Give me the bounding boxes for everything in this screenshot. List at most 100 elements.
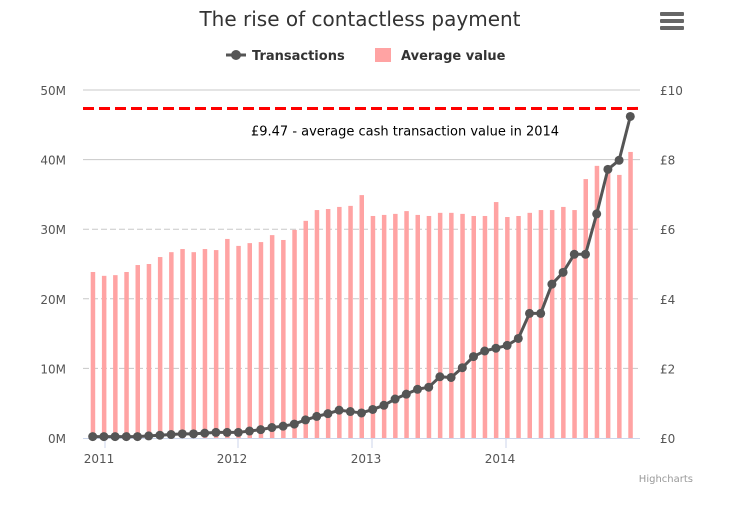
average-value-bar: [213, 250, 219, 438]
average-value-bar: [482, 215, 488, 438]
legend-item-average-value[interactable]: Average value: [375, 48, 506, 64]
average-value-bar: [471, 215, 476, 438]
transactions-point: [278, 421, 288, 431]
transactions-point: [211, 427, 221, 437]
average-value-bar: [348, 205, 353, 438]
left-axis-tick-label: 0M: [48, 432, 66, 446]
average-value-bar: [393, 213, 398, 438]
transactions-point: [558, 267, 568, 277]
average-value-bar: [337, 206, 342, 438]
transactions-point: [603, 164, 613, 174]
average-value-bar: [594, 165, 600, 438]
transactions-point: [592, 209, 602, 219]
average-value-bar: [527, 212, 532, 438]
transactions-point: [345, 407, 355, 417]
transactions-point: [379, 400, 389, 410]
transactions-point: [144, 431, 154, 441]
average-value-bar: [269, 235, 275, 438]
transactions-point: [166, 430, 176, 440]
transactions-point: [267, 423, 277, 433]
average-value-bar: [561, 206, 566, 438]
right-axis-tick-label: £10: [660, 84, 683, 98]
left-axis-tick-label: 40M: [40, 154, 66, 168]
right-axis-tick-label: £8: [660, 154, 675, 168]
legend: Transactions Average value: [226, 48, 506, 64]
transactions-point: [88, 432, 98, 442]
average-value-bar: [202, 249, 208, 438]
transactions-point: [245, 426, 254, 436]
average-value-bar: [572, 210, 577, 438]
average-value-bar: [303, 220, 308, 438]
average-value-bar: [359, 195, 364, 438]
average-value-bar: [169, 252, 174, 438]
average-value-bar: [549, 210, 555, 438]
plot-line: £9.47 - average cash transaction value i…: [83, 106, 640, 139]
transactions-point: [177, 429, 187, 439]
transactions-point: [469, 352, 478, 362]
average-value-bar: [426, 215, 432, 438]
credits-link[interactable]: Highcharts: [639, 474, 693, 485]
average-value-bar: [157, 257, 163, 438]
transactions-point: [99, 432, 109, 442]
legend-bar-symbol: [375, 48, 391, 62]
average-value-bar: [180, 249, 185, 438]
right-axis-tick-label: £2: [660, 362, 675, 376]
transactions-point: [513, 333, 523, 343]
transactions-point: [491, 343, 501, 353]
right-axis-labels: £0 £2 £4 £6 £8 £10: [660, 84, 683, 446]
average-value-bar: [258, 242, 264, 438]
average-value-bar: [437, 212, 443, 438]
transactions-point: [368, 404, 378, 414]
transactions-point: [301, 415, 310, 425]
legend-label-transactions: Transactions: [252, 49, 345, 64]
transactions-point: [312, 411, 322, 421]
x-axis-tick-label: 2014: [485, 452, 516, 466]
average-value-bar: [191, 252, 196, 438]
left-axis-tick-label: 30M: [40, 223, 66, 237]
average-value-bar: [505, 217, 510, 438]
transactions-point: [413, 384, 422, 394]
average-value-bar: [113, 275, 118, 438]
average-value-bar: [90, 272, 96, 438]
average-value-bar: [449, 212, 454, 438]
left-axis-tick-label: 50M: [40, 84, 66, 98]
average-value-bar: [225, 238, 230, 438]
transactions-point: [480, 346, 490, 356]
average-value-bar: [101, 275, 107, 438]
transactions-point: [289, 419, 299, 429]
average-value-bar: [617, 174, 622, 439]
transactions-series: [88, 111, 635, 442]
transactions-point: [323, 409, 333, 419]
right-axis-tick-label: £4: [660, 293, 675, 307]
transactions-point: [110, 432, 120, 442]
transactions-point: [569, 249, 579, 259]
x-axis-tick-label: 2011: [84, 452, 115, 466]
average-value-bar: [325, 209, 331, 438]
left-axis-tick-label: 20M: [40, 293, 66, 307]
chart-title: The rise of contactless payment: [198, 7, 520, 31]
average-value-bar: [460, 213, 465, 438]
transactions-point: [401, 389, 411, 399]
transactions-point: [457, 363, 467, 373]
average-value-bar: [370, 215, 376, 438]
x-axis-tick-label: 2012: [217, 452, 248, 466]
average-value-bar: [628, 151, 633, 438]
transactions-point: [614, 155, 624, 165]
left-axis-tick-label: 10M: [40, 362, 66, 376]
legend-label-average-value: Average value: [401, 49, 506, 64]
transactions-point: [121, 432, 131, 442]
average-value-bar: [404, 211, 409, 438]
average-value-bar: [247, 243, 252, 438]
transactions-point: [189, 429, 198, 439]
transactions-point: [155, 430, 165, 440]
average-value-bar: [236, 245, 241, 438]
transactions-point: [446, 372, 456, 382]
legend-item-transactions[interactable]: Transactions: [226, 49, 345, 64]
average-value-bar: [124, 272, 129, 438]
transactions-point: [200, 428, 210, 438]
average-value-bar: [605, 166, 611, 438]
transactions-point: [547, 279, 557, 289]
menu-hamburger-icon[interactable]: [660, 10, 684, 32]
